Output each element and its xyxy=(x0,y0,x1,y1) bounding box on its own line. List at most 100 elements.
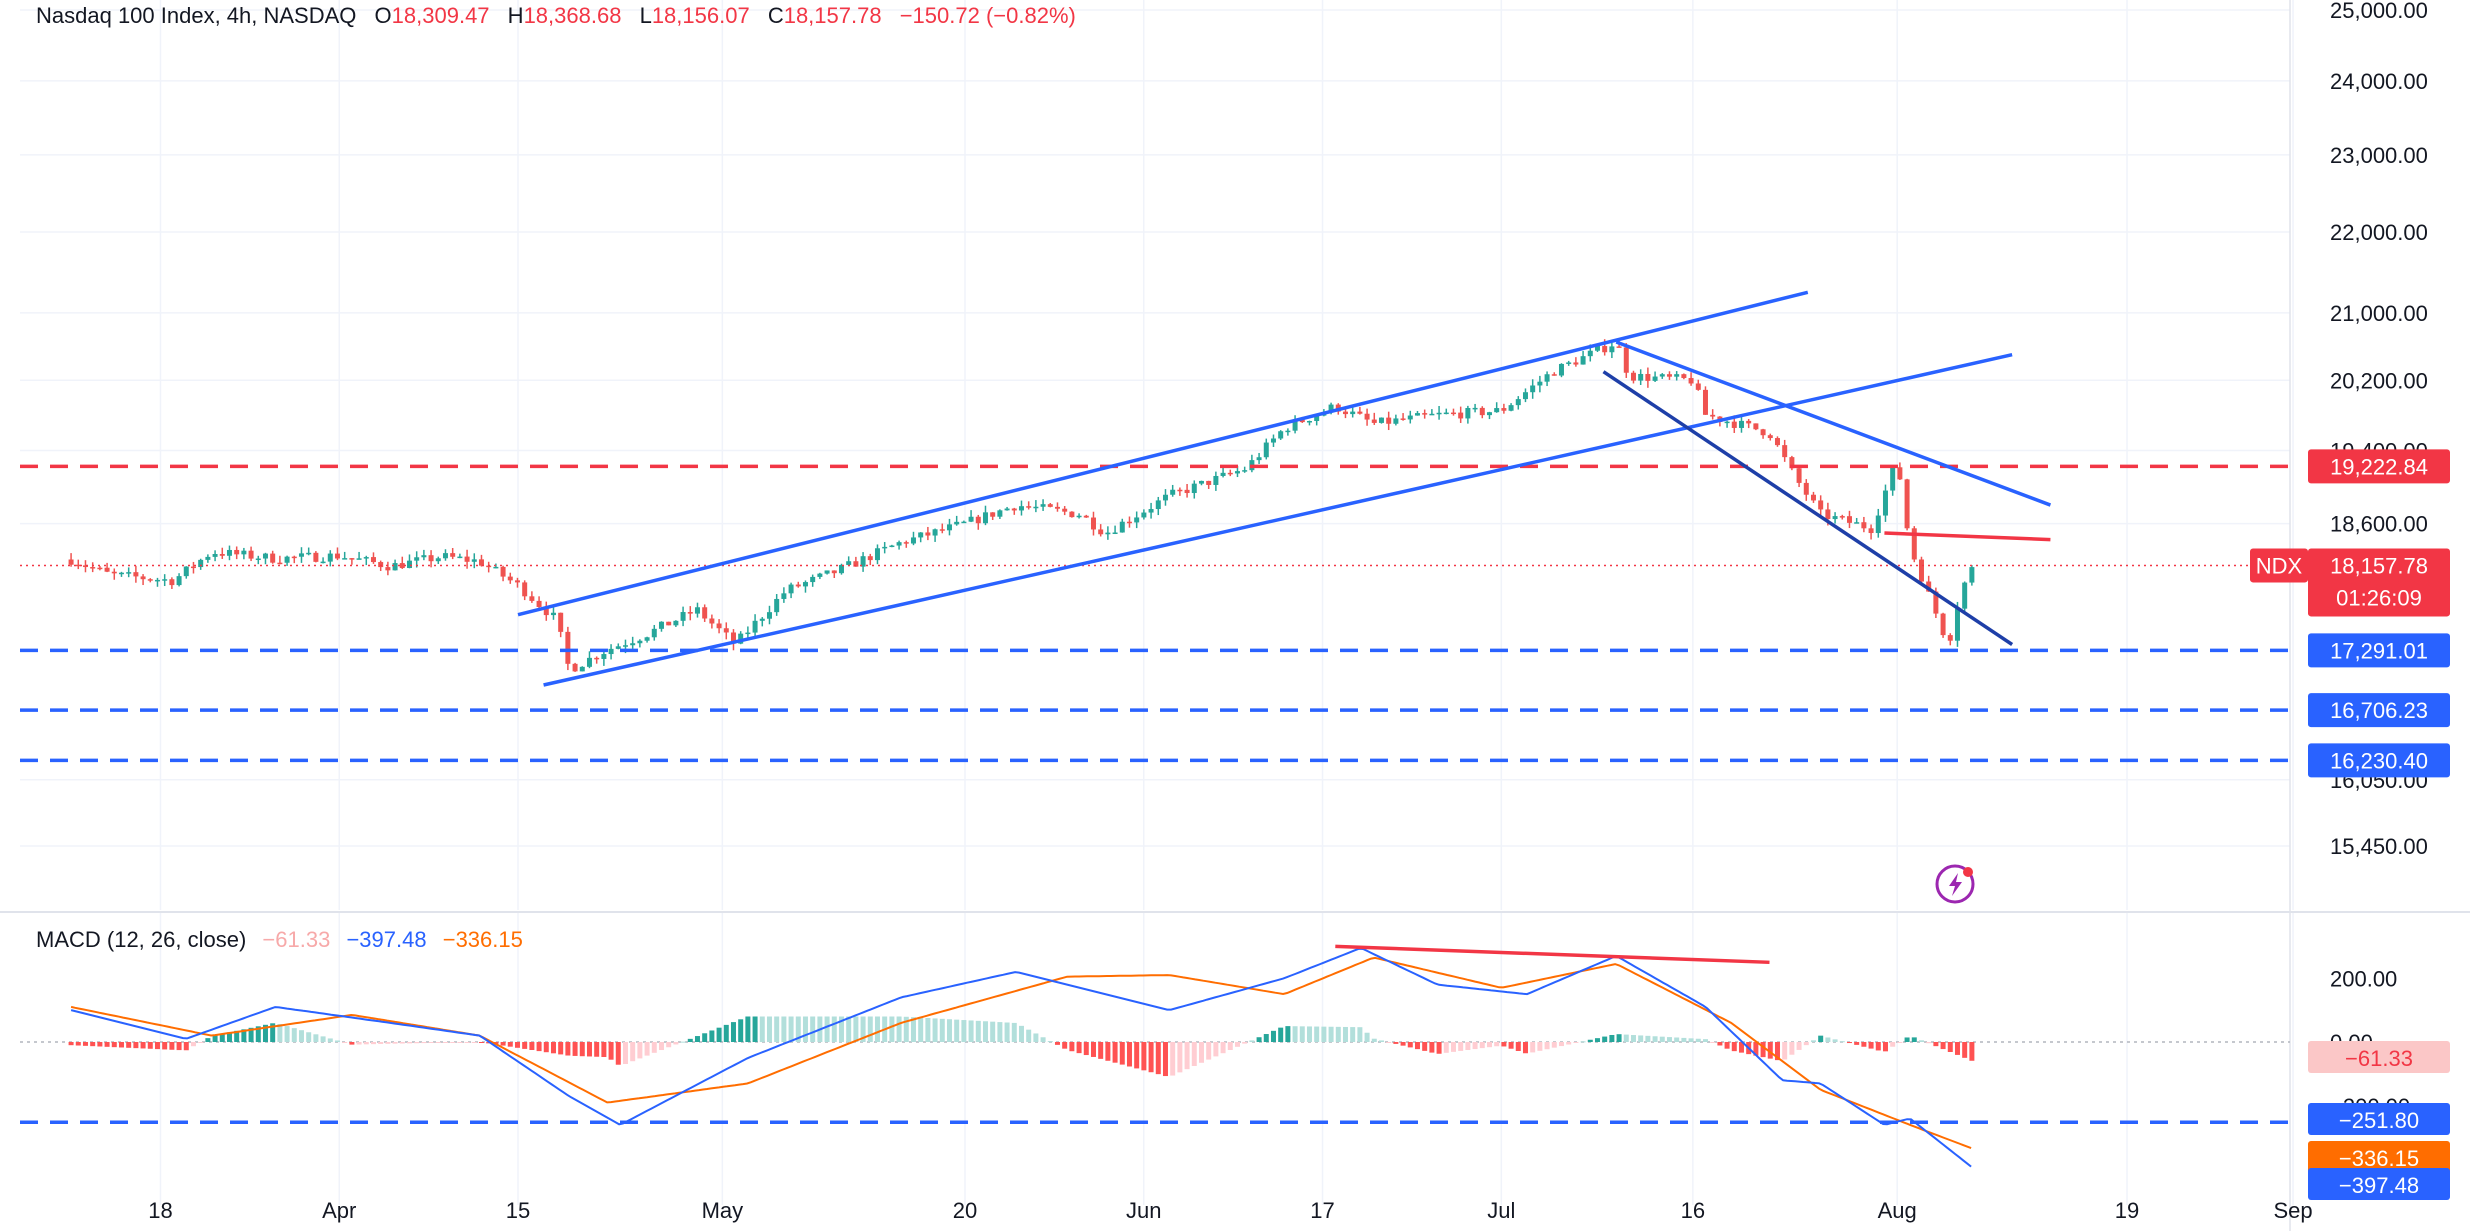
candle-body xyxy=(1436,412,1442,415)
macd-histogram-bar xyxy=(1342,1026,1348,1042)
macd-value-label: −251.80 xyxy=(2339,1108,2419,1133)
candle-body xyxy=(1285,430,1291,433)
candles xyxy=(68,339,1975,672)
macd-histogram-bar xyxy=(1796,1042,1802,1050)
macd-histogram-bar xyxy=(1962,1042,1968,1058)
time-tick-label: 15 xyxy=(506,1198,530,1223)
price-tick-label: 21,000.00 xyxy=(2330,301,2428,326)
macd-histogram-bar xyxy=(1386,1042,1392,1043)
candle-body xyxy=(1371,419,1377,423)
candle-body xyxy=(932,529,938,536)
candle-body xyxy=(918,532,924,538)
resistance-short-trendline xyxy=(1884,531,2051,542)
candle-body xyxy=(860,556,866,567)
candle-body xyxy=(658,621,664,629)
macd-histogram-bar xyxy=(1731,1042,1737,1052)
candle-body xyxy=(630,643,636,646)
candle-body xyxy=(738,633,744,644)
horizontal-levels: 19,222.84 17,291.01 16,706.23 16,230.40 xyxy=(20,449,2450,778)
channel-upper-trendline xyxy=(517,290,1809,617)
candle-body xyxy=(507,576,513,581)
price-tick-label: 25,000.00 xyxy=(2330,0,2428,23)
close-label: C xyxy=(767,3,784,28)
macd-divergence-line xyxy=(1335,944,1770,965)
time-tick-label: Sep xyxy=(2273,1198,2312,1223)
candle-body xyxy=(1594,346,1600,351)
macd-histogram-bar xyxy=(608,1042,614,1060)
macd-histogram-bar xyxy=(781,1016,787,1042)
level-price-tag xyxy=(2308,743,2450,778)
macd-histogram-bar xyxy=(313,1034,319,1042)
time-tick-label: 18 xyxy=(148,1198,172,1223)
macd-histogram-bar xyxy=(1357,1027,1363,1042)
macd-histogram-bar xyxy=(1148,1042,1154,1073)
macd-histogram-bar xyxy=(903,1016,909,1042)
candle-body xyxy=(1278,431,1284,439)
macd-histogram-bar xyxy=(1090,1042,1096,1057)
macd-histogram-bar xyxy=(1630,1035,1636,1042)
candle-body xyxy=(788,584,794,594)
macd-histogram-bar xyxy=(363,1042,369,1045)
candle-body xyxy=(241,550,247,555)
macd-histogram-bar xyxy=(1875,1042,1881,1051)
macd-histogram-bar xyxy=(464,1042,470,1043)
macd-histogram-bar xyxy=(270,1023,276,1042)
candle-body xyxy=(306,552,312,555)
macd-histogram-bar xyxy=(990,1021,996,1042)
candle-body xyxy=(471,559,477,562)
macd-histogram-bar xyxy=(752,1016,758,1042)
candle-body xyxy=(1810,494,1816,501)
candle-body xyxy=(752,620,758,633)
macd-histogram-bar xyxy=(1566,1042,1572,1045)
macd-histogram-bar xyxy=(1155,1042,1161,1075)
candle-body xyxy=(709,618,715,624)
macd-histogram-bar xyxy=(1350,1027,1356,1042)
macd-histogram-bar xyxy=(615,1042,621,1065)
candle-body xyxy=(1342,411,1348,415)
macd-histogram-bar xyxy=(1882,1042,1888,1052)
macd-histogram-bar xyxy=(1306,1026,1312,1042)
candle-body xyxy=(1386,417,1392,424)
time-axis: 18 Apr 15 May 20 Jun 17 Jul 16 Aug 19 Sep xyxy=(148,1198,2312,1223)
low-value: 18,156.07 xyxy=(651,3,750,28)
macd-histogram-bar xyxy=(968,1020,974,1042)
candle-body xyxy=(1537,381,1543,386)
macd-histogram-bar xyxy=(306,1032,312,1042)
macd-histogram-bar xyxy=(277,1024,283,1042)
candle-body xyxy=(1501,408,1507,411)
candle-body xyxy=(939,529,945,531)
macd-histogram-bar xyxy=(1810,1040,1816,1042)
macd-histogram-bar xyxy=(1738,1042,1744,1053)
macd-histogram-bar xyxy=(370,1042,376,1045)
candle-body xyxy=(644,637,650,641)
macd-histogram-bar xyxy=(1270,1030,1276,1042)
macd-histogram-bar xyxy=(536,1042,542,1052)
macd-histogram-bar xyxy=(910,1017,916,1042)
macd-histogram-bar xyxy=(1645,1035,1651,1042)
macd-histogram-bar xyxy=(1530,1042,1536,1053)
candle-body xyxy=(1897,467,1903,480)
macd-histogram-bar xyxy=(1522,1042,1528,1054)
candle-body xyxy=(1242,470,1248,472)
candle-body xyxy=(1400,418,1406,420)
macd-histogram-bar xyxy=(399,1042,405,1044)
macd-histogram-bar xyxy=(1501,1042,1507,1047)
macd-histogram-bar xyxy=(730,1022,736,1042)
macd-histogram-bar xyxy=(212,1035,218,1042)
macd-histogram-bar xyxy=(1198,1042,1204,1063)
candle-body xyxy=(140,576,146,580)
candle-body xyxy=(457,556,463,559)
candle-body xyxy=(147,579,153,581)
candle-body xyxy=(205,556,211,560)
candle-body xyxy=(255,558,261,561)
macd-histogram-bar xyxy=(1335,1026,1341,1042)
candle-body xyxy=(1882,490,1888,516)
macd-histogram-value: −61.33 xyxy=(262,927,331,952)
price-tick-label: 24,000.00 xyxy=(2330,69,2428,94)
macd-histogram-bar xyxy=(846,1016,852,1042)
macd-histogram-bar xyxy=(586,1042,592,1057)
macd-histogram-bar xyxy=(1422,1042,1428,1051)
macd-histogram-bar xyxy=(824,1016,830,1042)
candle-body xyxy=(522,582,528,597)
